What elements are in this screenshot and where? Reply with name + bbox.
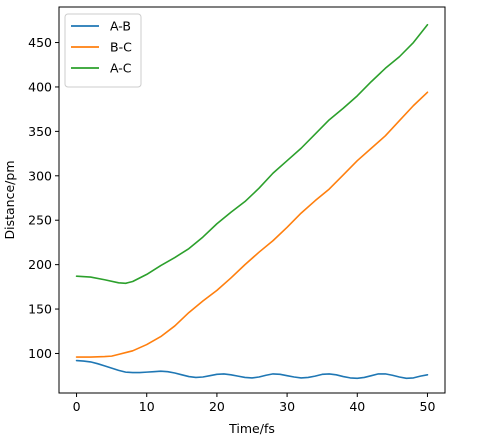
y-tick-label: 300	[28, 168, 52, 183]
y-tick-label: 200	[28, 257, 52, 272]
y-tick-label: 150	[28, 302, 52, 317]
series-line-b-c	[75, 91, 429, 358]
y-tick-label: 250	[28, 213, 52, 228]
legend-label-a-b: A-B	[110, 19, 131, 34]
legend-label-b-c: B-C	[110, 40, 132, 55]
x-axis-label: Time/fs	[228, 421, 275, 436]
y-tick-label: 350	[28, 124, 52, 139]
x-tick-label: 20	[209, 399, 225, 414]
legend-label-a-c: A-C	[110, 61, 132, 76]
x-axis-ticks: 0 10 20 30 40 50	[73, 393, 436, 414]
legend: A-B B-C A-C	[64, 13, 142, 88]
y-tick-label: 400	[28, 79, 52, 94]
x-tick-label: 30	[279, 399, 295, 414]
series-layer	[75, 23, 429, 380]
series-line-a-c	[75, 23, 429, 285]
y-axis-ticks: 100 150 200 250 300 350 400 450	[28, 35, 59, 361]
y-axis-label: Distance/pm	[2, 161, 17, 240]
x-tick-label: 50	[420, 399, 436, 414]
plot-frame	[58, 6, 446, 394]
x-tick-label: 40	[349, 399, 365, 414]
y-tick-label: 450	[28, 35, 52, 50]
x-tick-label: 0	[73, 399, 81, 414]
y-tick-label: 100	[28, 346, 52, 361]
x-tick-label: 10	[139, 399, 155, 414]
series-line-a-b	[75, 359, 429, 380]
